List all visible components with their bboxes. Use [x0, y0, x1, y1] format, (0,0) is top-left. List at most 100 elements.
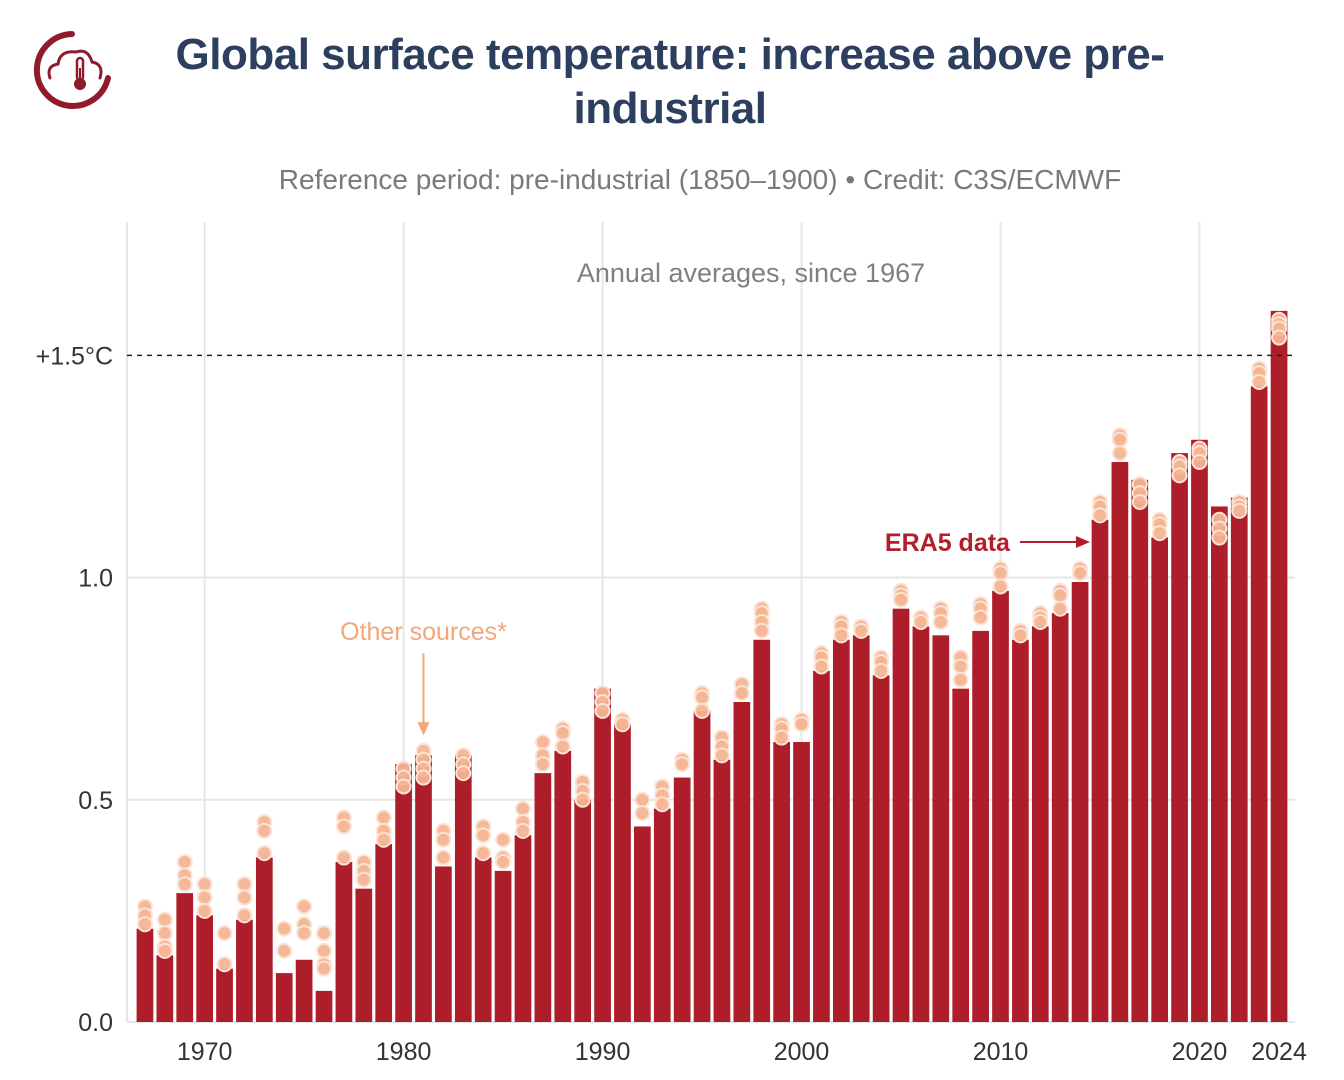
bar — [832, 639, 850, 1022]
era5-arrowhead — [1075, 536, 1090, 548]
bar — [355, 888, 373, 1022]
scatter-point — [355, 871, 372, 888]
scatter-point — [216, 956, 233, 973]
scatter-point — [156, 925, 173, 942]
bar — [335, 862, 353, 1022]
bar — [1171, 453, 1188, 1023]
bar — [554, 750, 572, 1022]
y-tick-label: 0.5 — [78, 787, 113, 815]
scatter-point — [316, 942, 333, 959]
bar — [1071, 582, 1089, 1022]
y-tick-label: +1.5°C — [36, 342, 113, 370]
scatter-point — [196, 902, 213, 919]
x-tick-label: 1980 — [376, 1038, 432, 1066]
bar — [255, 857, 273, 1022]
bar — [733, 702, 751, 1022]
bar — [236, 919, 253, 1022]
scatter-point — [415, 769, 432, 786]
scatter-point — [276, 920, 293, 937]
scatter-point — [1111, 431, 1128, 448]
other-sources-arrowhead — [417, 722, 430, 736]
bar — [176, 893, 194, 1022]
bar — [912, 626, 930, 1022]
scatter-point — [654, 796, 671, 813]
scatter-point — [296, 898, 313, 915]
scatter-point — [793, 716, 810, 733]
scatter-point — [873, 662, 890, 679]
scatter-point — [136, 916, 153, 933]
chart-subtitle: Reference period: pre-industrial (1850–1… — [278, 164, 1122, 195]
bar — [653, 808, 671, 1022]
bar — [892, 608, 910, 1022]
bar — [534, 773, 552, 1022]
other-sources-annotation: Other sources* — [340, 618, 507, 646]
x-tick-label: 2020 — [1172, 1038, 1228, 1066]
bar — [514, 835, 532, 1022]
x-tick-label: 2010 — [973, 1038, 1029, 1066]
scatter-point — [674, 756, 691, 773]
scatter-point — [256, 822, 273, 839]
scatter-point — [733, 685, 750, 702]
scatter-point — [176, 854, 193, 870]
scatter-point — [1231, 502, 1248, 519]
scatter-point — [495, 854, 512, 870]
era5-annotation: ERA5 data — [885, 529, 1011, 557]
scatter-point — [236, 907, 253, 924]
bar — [932, 635, 950, 1022]
bar — [1111, 462, 1129, 1022]
scatter-point — [932, 614, 949, 630]
bar — [295, 959, 313, 1022]
y-tick-label: 1.0 — [78, 565, 113, 593]
scatter-point — [335, 849, 352, 866]
x-tick-label: 2024 — [1251, 1038, 1307, 1066]
scatter-point — [1251, 374, 1268, 390]
scatter-point — [156, 942, 173, 959]
scatter-point — [912, 614, 929, 630]
scatter-point — [1151, 525, 1168, 542]
bar — [1250, 386, 1268, 1022]
bar — [872, 675, 890, 1022]
cloud-thermometer-icon — [33, 31, 111, 109]
scatter-point — [1271, 329, 1288, 346]
bar — [1051, 613, 1069, 1022]
scatter-point — [952, 671, 969, 688]
scatter-point — [395, 778, 412, 795]
bar — [1211, 506, 1228, 1022]
scatter-point — [534, 734, 551, 750]
bar — [1012, 639, 1029, 1022]
scatter-point — [156, 911, 173, 928]
bar — [673, 777, 691, 1022]
bar — [1091, 519, 1109, 1022]
scatter-point — [435, 831, 452, 848]
scatter-point — [335, 818, 352, 835]
x-tick-label: 1990 — [575, 1038, 631, 1066]
scatter-point — [694, 702, 711, 719]
bar — [594, 688, 611, 1022]
bar — [753, 639, 771, 1022]
scatter-point — [495, 831, 512, 848]
scatter-point — [514, 800, 531, 817]
x-tick-label: 1970 — [177, 1038, 233, 1066]
bar — [415, 755, 432, 1022]
scatter-point — [196, 876, 213, 893]
scatter-point — [375, 809, 392, 826]
scatter-point — [1012, 627, 1029, 644]
scatter-point — [1211, 529, 1228, 546]
bar — [454, 755, 472, 1022]
bar — [216, 968, 233, 1022]
bar — [1230, 497, 1248, 1022]
bar — [1191, 439, 1208, 1022]
scatter-point — [316, 925, 333, 942]
bar — [793, 742, 810, 1022]
bar — [813, 670, 830, 1022]
scatter-point — [1091, 507, 1108, 524]
scatter-point — [1052, 587, 1069, 604]
bar — [693, 710, 711, 1022]
scatter-point — [634, 805, 651, 822]
chart-title: Global surface temperature: increase abo… — [175, 30, 1165, 133]
bar — [375, 844, 393, 1022]
scatter-point — [475, 845, 492, 862]
panel-label: Annual averages, since 1967 — [577, 258, 925, 288]
y-tick-label: 0.0 — [78, 1009, 113, 1037]
